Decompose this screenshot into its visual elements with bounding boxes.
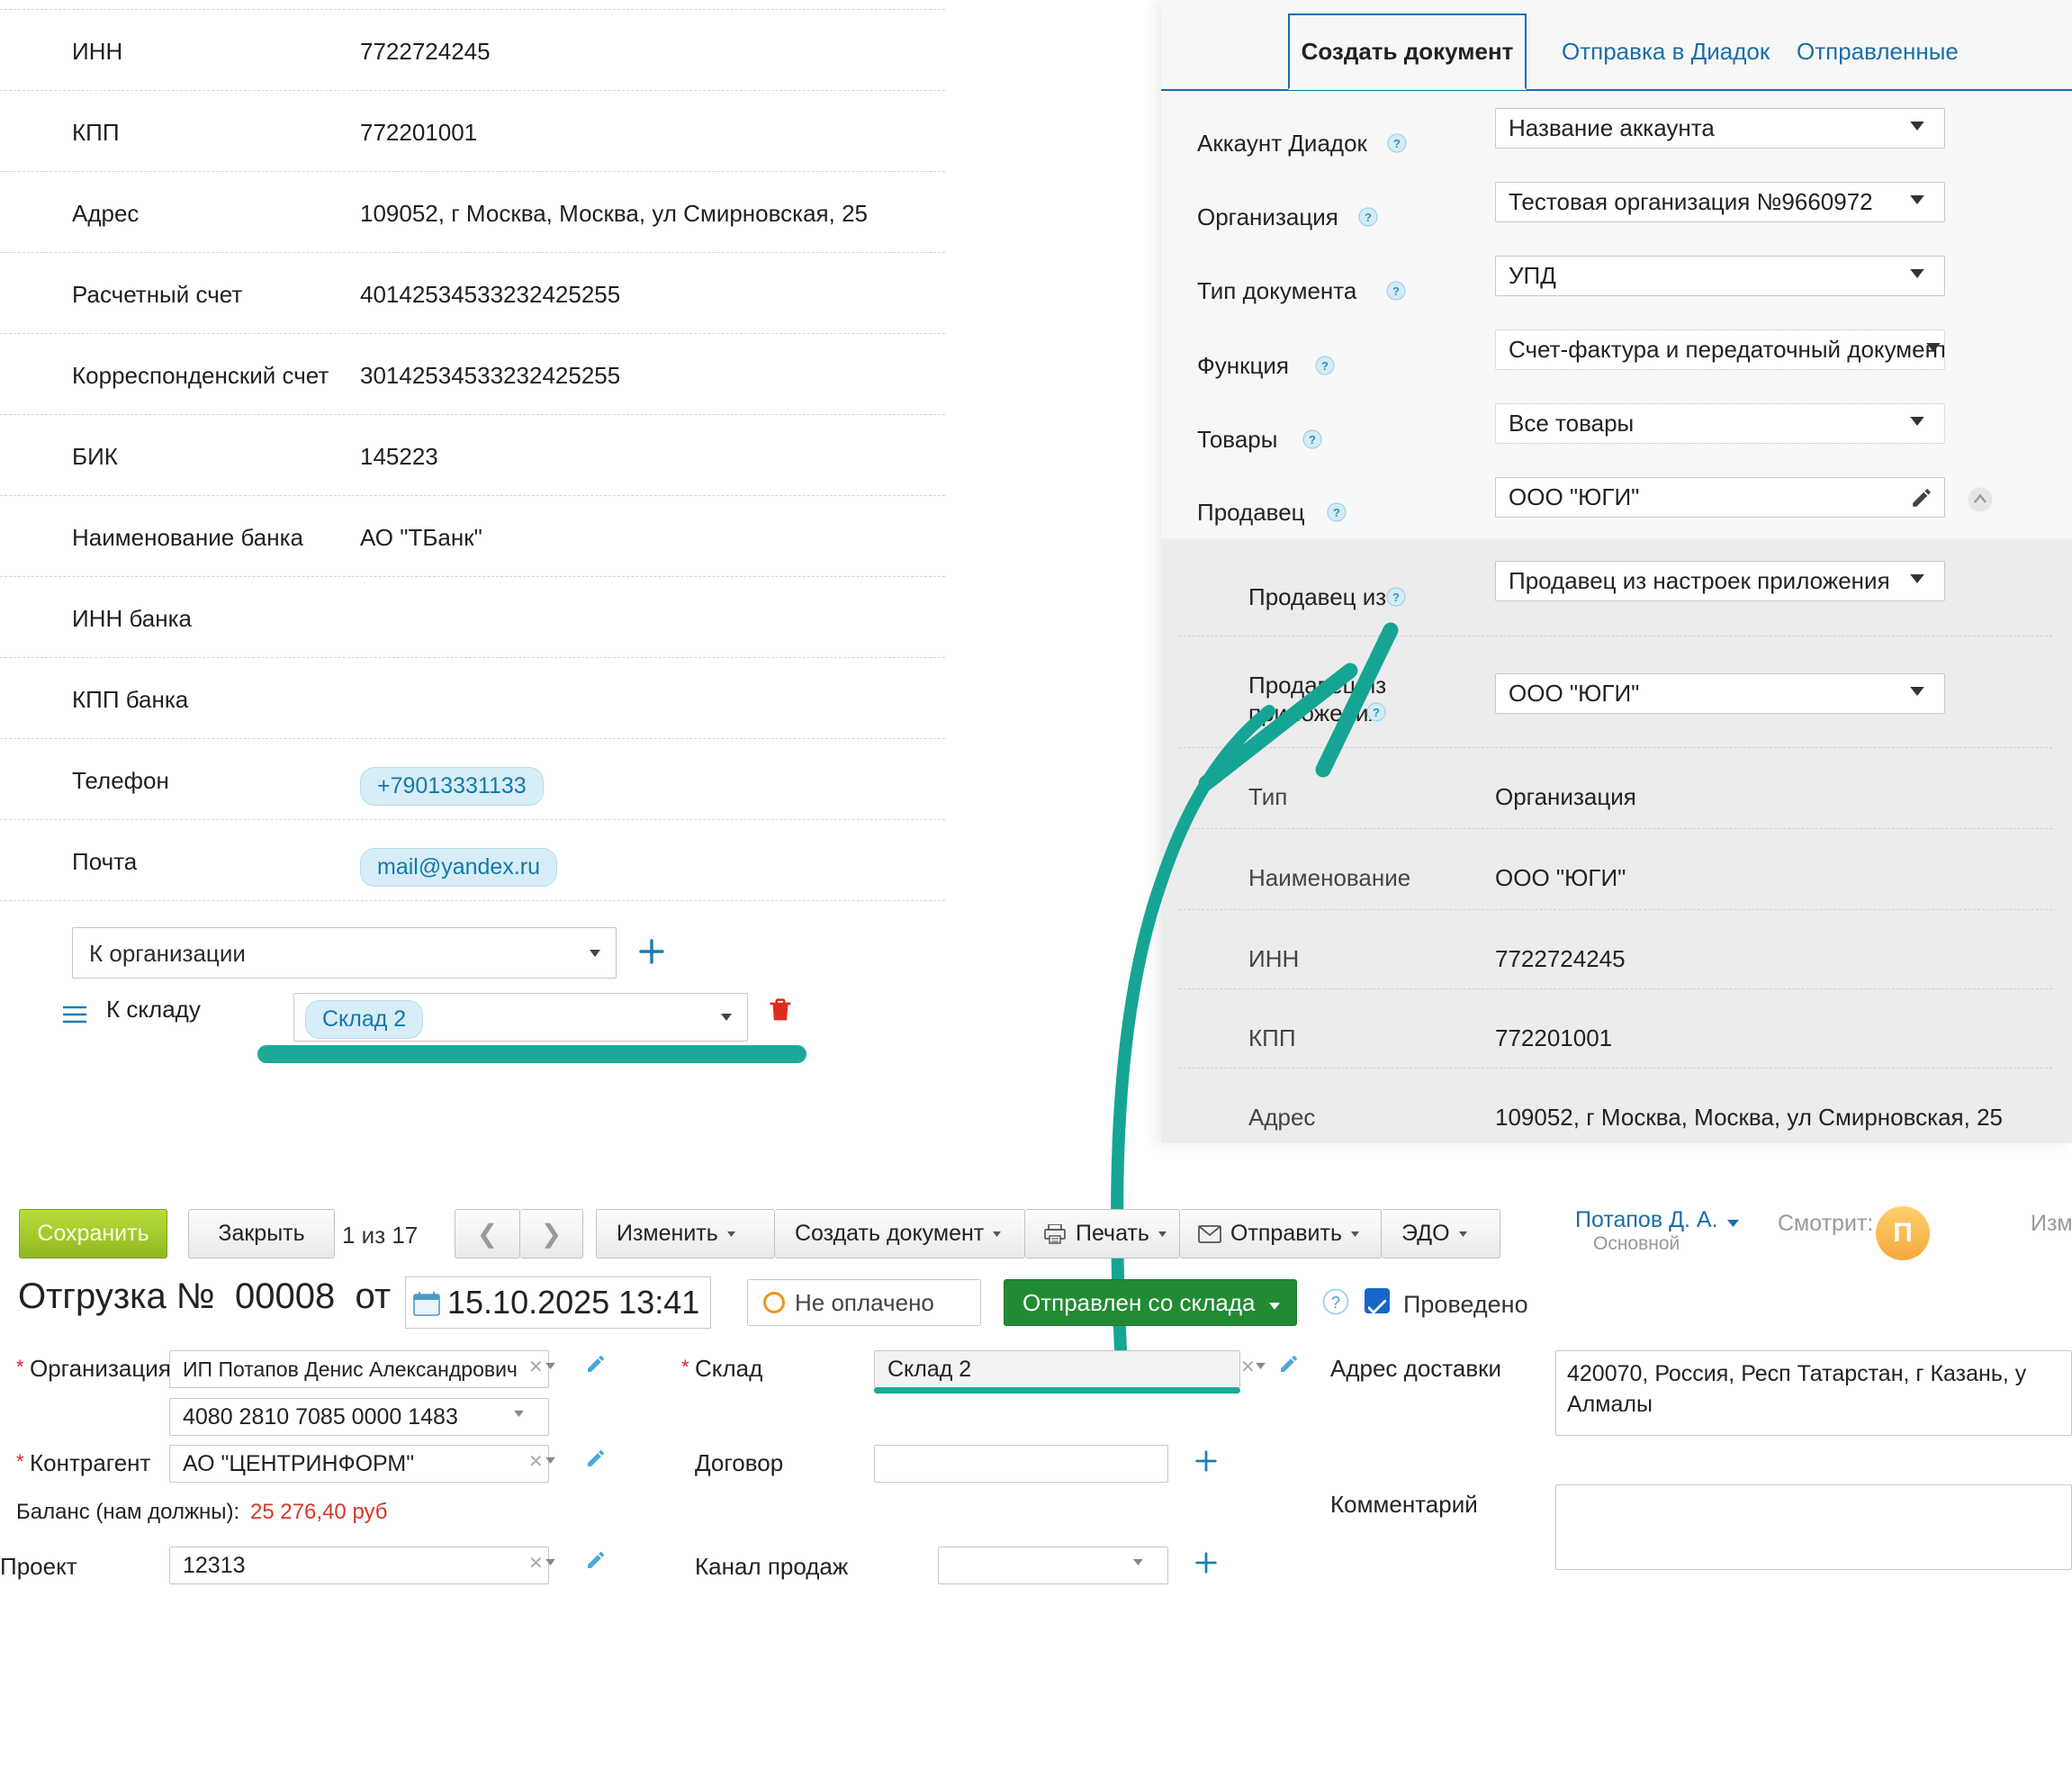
svg-text:?: ? <box>1321 359 1329 373</box>
svg-text:?: ? <box>1393 137 1401 150</box>
svg-text:?: ? <box>1392 591 1400 604</box>
svg-text:?: ? <box>1331 1294 1340 1312</box>
svg-text:?: ? <box>1373 706 1380 719</box>
svg-text:?: ? <box>1333 506 1340 519</box>
svg-text:?: ? <box>1365 211 1372 224</box>
svg-text:?: ? <box>1309 433 1316 446</box>
svg-text:?: ? <box>1392 284 1400 298</box>
